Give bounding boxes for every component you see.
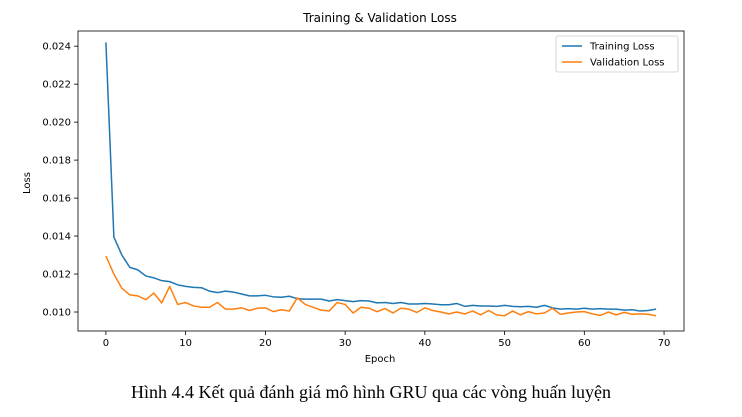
legend: Training Loss Validation Loss bbox=[555, 35, 679, 73]
y-tick-label: 0.020 bbox=[42, 118, 71, 129]
y-tick-label: 0.018 bbox=[42, 156, 71, 167]
x-tick-label: 0 bbox=[103, 338, 109, 349]
training-loss-line bbox=[105, 42, 657, 312]
figure-caption: Hình 4.4 Kết quả đánh giá mô hình GRU qu… bbox=[131, 382, 611, 402]
x-tick-label: 30 bbox=[339, 338, 352, 349]
x-axis-label: Epoch bbox=[365, 354, 396, 365]
x-tick-label: 60 bbox=[578, 338, 591, 349]
x-tick-label: 20 bbox=[259, 338, 272, 349]
plot-frame bbox=[77, 30, 685, 332]
loss-chart: Training & Validation Loss 0 10 20 30 40 50 60… bbox=[22, 11, 685, 365]
y-tick-label: 0.024 bbox=[42, 42, 71, 53]
legend-label: Training Loss bbox=[589, 42, 655, 53]
y-tick-label: 0.010 bbox=[42, 308, 71, 319]
y-tick-label: 0.016 bbox=[42, 194, 71, 205]
x-tick-label: 10 bbox=[179, 338, 192, 349]
validation-loss-line bbox=[105, 255, 657, 317]
legend-label: Validation Loss bbox=[590, 58, 665, 69]
x-tick-label: 70 bbox=[658, 338, 671, 349]
legend-box bbox=[555, 35, 679, 73]
x-tick-label: 50 bbox=[498, 338, 511, 349]
y-axis-label: Loss bbox=[22, 172, 33, 194]
plot-area: 0 10 20 30 40 50 60 70 0.010 0.012 0.014 0.016 0.018… bbox=[42, 30, 685, 349]
y-tick-label: 0.022 bbox=[42, 80, 71, 91]
x-tick-label: 40 bbox=[418, 338, 431, 349]
y-tick-label: 0.012 bbox=[42, 270, 71, 281]
chart-title: Training & Validation Loss bbox=[302, 11, 457, 25]
y-tick-label: 0.014 bbox=[42, 232, 71, 243]
